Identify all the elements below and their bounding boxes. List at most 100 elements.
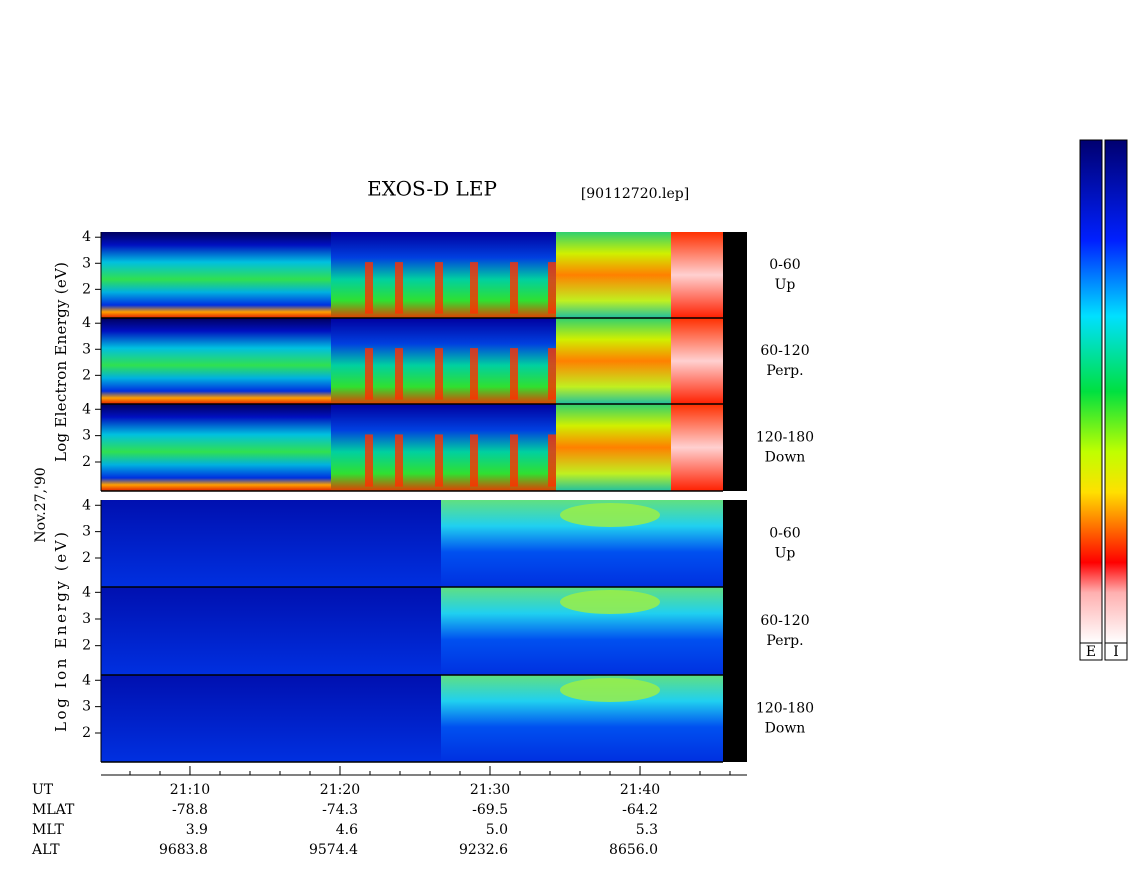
spectrum-blob <box>365 434 373 487</box>
spectrum-blob <box>510 348 518 400</box>
spectrum-region <box>101 318 331 404</box>
panel-dir-label: Down <box>765 450 806 466</box>
color-bar-label-box <box>1079 642 1103 661</box>
y-tick-label: 2 <box>82 725 91 741</box>
panel-dir-label: Perp. <box>766 633 803 649</box>
orbit-value: 3.9 <box>186 822 208 838</box>
spectrum-region <box>101 232 331 318</box>
y-tick-label: 2 <box>82 454 91 470</box>
panel-pitch-label: 60-120 <box>760 613 809 629</box>
x-tick-label: 21:20 <box>320 782 360 798</box>
y-tick-label: 3 <box>82 341 91 357</box>
y-tick-label: 3 <box>82 524 91 540</box>
spectrum-blob <box>560 590 660 614</box>
spectrum-blob <box>560 678 660 702</box>
chart-title: EXOS-D LEP <box>367 177 497 201</box>
spectrum-region <box>101 404 331 491</box>
spectrum-region <box>556 232 671 318</box>
spectrum-region <box>101 587 441 675</box>
x-tick-label: 21:30 <box>470 782 510 798</box>
color-bar <box>1079 139 1103 644</box>
data-gap <box>723 500 747 587</box>
orbit-value: 5.0 <box>486 822 508 838</box>
panel-dir-label: Perp. <box>766 363 803 379</box>
orbit-value: 4.6 <box>336 822 358 838</box>
spectrum-blob <box>435 348 443 400</box>
color-bar-label: I <box>1113 644 1119 660</box>
spectrum-blob <box>365 348 373 400</box>
spectrogram-images <box>101 232 747 762</box>
orbit-value: -69.5 <box>472 802 508 818</box>
spectrum-blob <box>548 434 556 487</box>
spectrum-region <box>671 232 723 318</box>
orbit-value: 5.3 <box>636 822 658 838</box>
data-gap <box>723 587 747 675</box>
y-axis-label: Log Ion Energy (eV) <box>52 532 70 732</box>
y-tick-label: 4 <box>82 315 91 331</box>
spectrum-blob <box>548 348 556 400</box>
orbit-row-label: MLAT <box>32 802 75 818</box>
color-bar <box>1104 139 1128 644</box>
spectrum-blob <box>470 348 478 400</box>
data-gap <box>723 318 747 404</box>
spectrum-blob <box>365 262 373 314</box>
panel-pitch-label: 0-60 <box>769 257 800 273</box>
spectrum-blob <box>560 503 660 527</box>
spectrum-region <box>671 318 723 404</box>
orbit-value: -74.3 <box>322 802 358 818</box>
spectrum-region <box>101 675 441 762</box>
x-tick-label: 21:40 <box>620 782 660 798</box>
spectrum-region <box>556 404 671 491</box>
y-tick-label: 3 <box>82 428 91 444</box>
orbit-value: 9683.8 <box>159 842 208 858</box>
panel-pitch-label: 0-60 <box>769 526 800 542</box>
y-tick-label: 2 <box>82 281 91 297</box>
panel-dir-label: Up <box>775 546 796 562</box>
spectrum-blob <box>395 434 403 487</box>
spectrum-blob <box>470 434 478 487</box>
y-tick-label: 2 <box>82 638 91 654</box>
y-axis-label: Log Electron Energy (eV) <box>52 262 70 462</box>
panel-pitch-label: 120-180 <box>756 701 814 717</box>
y-tick-label: 4 <box>82 584 91 600</box>
orbit-row-label: MLT <box>32 822 64 838</box>
data-gap <box>723 675 747 762</box>
orbit-value: 8656.0 <box>609 842 658 858</box>
y-tick-label: 3 <box>82 255 91 271</box>
spectrum-region <box>556 318 671 404</box>
spectrum-region <box>331 404 556 491</box>
panel-dir-label: Up <box>775 277 796 293</box>
spectrum-region <box>101 500 441 587</box>
orbit-value: -64.2 <box>622 802 658 818</box>
spectrum-blob <box>510 434 518 487</box>
y-tick-label: 3 <box>82 699 91 715</box>
orbit-row-label: ALT <box>31 842 60 858</box>
orbit-value: 9574.4 <box>309 842 358 858</box>
date-label: Nov.27,'90 <box>33 467 49 542</box>
x-tick-label: 21:10 <box>170 782 210 798</box>
color-bar-label: E <box>1086 644 1096 660</box>
panel-pitch-label: 120-180 <box>756 430 814 446</box>
panel-pitch-label: 60-120 <box>760 343 809 359</box>
color-bar-label-box <box>1104 642 1128 661</box>
y-tick-label: 4 <box>82 497 91 513</box>
y-tick-label: 4 <box>82 401 91 417</box>
y-tick-label: 4 <box>82 229 91 245</box>
data-gap <box>723 404 747 491</box>
spectrum-region <box>671 404 723 491</box>
spectrum-blob <box>395 348 403 400</box>
spectrum-region <box>331 232 556 318</box>
orbit-value: 9232.6 <box>459 842 508 858</box>
spectrum-blob <box>395 262 403 314</box>
panel-dir-label: Down <box>765 721 806 737</box>
spectrum-blob <box>435 262 443 314</box>
y-tick-label: 2 <box>82 367 91 383</box>
spectrum-region <box>331 318 556 404</box>
spectrum-blob <box>435 434 443 487</box>
spectrum-blob <box>470 262 478 314</box>
chart-subtitle: [90112720.lep] <box>581 186 689 202</box>
spectrum-blob <box>548 262 556 314</box>
spectrum-blob <box>510 262 518 314</box>
y-tick-label: 4 <box>82 672 91 688</box>
